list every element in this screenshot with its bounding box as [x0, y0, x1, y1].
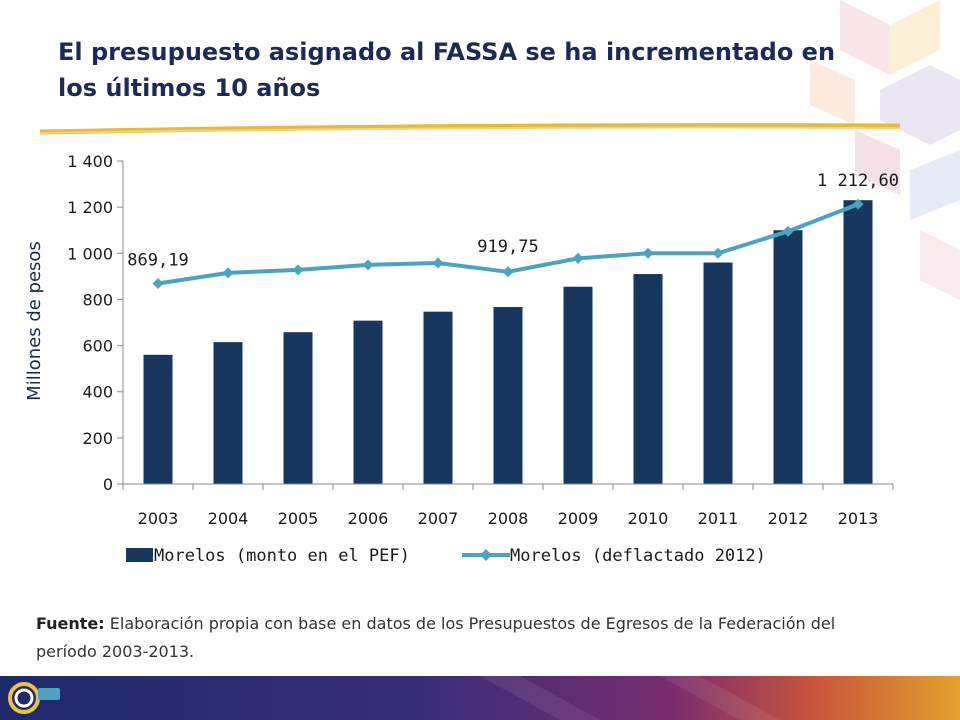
data-label: 869,19 — [127, 250, 188, 270]
line-point — [362, 259, 374, 271]
line-point — [502, 266, 514, 278]
y-tick-label: 800 — [82, 290, 113, 309]
bar — [703, 262, 733, 484]
source-label: Fuente: — [36, 614, 105, 633]
y-tick-label: 1 400 — [67, 152, 113, 171]
line-point — [572, 252, 584, 264]
title-underline — [40, 123, 900, 135]
y-tick-label: 0 — [103, 475, 113, 494]
x-tick-label: 2008 — [488, 509, 529, 528]
legend: Morelos (monto en el PEF) Morelos (deflac… — [126, 546, 766, 566]
legend-label: Morelos (monto en el PEF) — [154, 546, 410, 566]
line-point — [852, 198, 864, 210]
line-point — [782, 225, 794, 237]
line-point — [222, 267, 234, 279]
y-tick-label: 1 000 — [67, 244, 113, 263]
bar — [843, 200, 873, 484]
bar — [213, 342, 243, 484]
legend-label: Morelos (deflactado 2012) — [510, 546, 766, 566]
x-tick-label: 2003 — [138, 509, 179, 528]
source-note: Fuente: Elaboración propia con base en d… — [36, 610, 876, 666]
page-title: El presupuesto asignado al FASSA se ha i… — [58, 38, 836, 102]
bar — [773, 230, 803, 484]
bar — [143, 354, 173, 484]
y-tick-label: 200 — [82, 429, 113, 448]
bar — [423, 311, 453, 484]
bar-series — [143, 200, 873, 484]
line-point — [712, 247, 724, 259]
bar — [493, 307, 523, 484]
x-tick-label: 2010 — [628, 509, 669, 528]
line-point — [292, 264, 304, 276]
decorative-cubes-background — [810, 0, 960, 300]
bar — [563, 286, 593, 484]
axes — [122, 161, 893, 485]
footer-band — [0, 676, 960, 720]
source-text: Elaboración propia con base en datos de … — [36, 614, 836, 661]
institution-logo-icon — [8, 682, 60, 714]
y-axis-label: Millones de pesos — [24, 241, 45, 401]
legend-swatch-marker — [480, 549, 492, 561]
y-tick-label: 400 — [82, 383, 113, 402]
bar — [633, 274, 663, 484]
data-label: 1 212,60 — [817, 171, 899, 191]
line-point — [432, 257, 444, 269]
x-tick-label: 2004 — [208, 509, 249, 528]
x-tick-label: 2011 — [698, 509, 739, 528]
y-tick-label: 1 200 — [67, 198, 113, 217]
x-tick-label: 2006 — [348, 509, 389, 528]
bar — [283, 332, 313, 484]
x-tick-label: 2005 — [278, 509, 319, 528]
x-tick-label: 2013 — [838, 509, 879, 528]
line-point — [642, 247, 654, 259]
data-label: 919,75 — [477, 237, 538, 257]
line-point — [152, 277, 164, 289]
x-tick-label: 2012 — [768, 509, 809, 528]
x-tick-label: 2007 — [418, 509, 459, 528]
y-tick-label: 600 — [82, 337, 113, 356]
x-axis-ticks: 2003 2004 2005 2006 2007 2008 2009 2010 2011 2012… — [122, 484, 894, 528]
data-labels: 869,19 919,75 1 212,60 — [127, 171, 899, 270]
bar — [353, 320, 383, 484]
line-series — [152, 198, 864, 289]
x-tick-label: 2009 — [558, 509, 599, 528]
y-axis-ticks: 0 200 400 600 800 1 000 1 200 1 400 — [67, 152, 123, 494]
legend-swatch-bar — [126, 548, 153, 562]
